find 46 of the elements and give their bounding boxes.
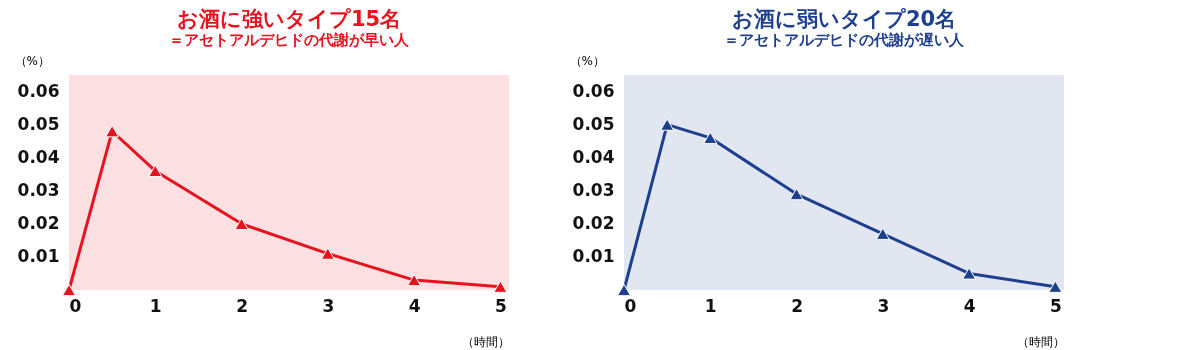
point xyxy=(703,131,718,144)
x-tick-label: 1 xyxy=(704,295,717,316)
y-tick-label: 0.02 xyxy=(17,213,60,234)
y-axis-title: （%） xyxy=(569,53,605,68)
point xyxy=(148,164,163,178)
point xyxy=(320,247,335,260)
point xyxy=(660,118,675,131)
point xyxy=(61,283,77,297)
point xyxy=(875,227,890,240)
point xyxy=(105,125,120,138)
x-tick-label: 5 xyxy=(494,295,507,316)
x-tick-label: 4 xyxy=(408,295,421,316)
chart-title: お酒に弱いタイプ20名 xyxy=(731,7,957,31)
point xyxy=(493,280,508,293)
chart-subtitle: ＝アセトアルデヒドの代謝が早い人 xyxy=(169,31,410,49)
y-tick-label: 0.04 xyxy=(17,147,60,168)
x-tick-label: 3 xyxy=(877,295,890,316)
x-tick-label: 1 xyxy=(149,295,162,316)
x-tick-label: 3 xyxy=(322,295,335,316)
y-tick-label: 0.06 xyxy=(572,81,615,102)
y-axis-title: （%） xyxy=(14,53,50,68)
y-tick-label: 0.03 xyxy=(17,180,60,201)
y-tick-label: 0.06 xyxy=(17,81,60,102)
point xyxy=(407,273,422,287)
point xyxy=(616,283,632,297)
x-tick-label: 0 xyxy=(69,295,82,316)
x-axis-title: （時間） xyxy=(461,334,510,349)
y-tick-label: 0.01 xyxy=(572,246,615,267)
y-tick-label: 0.05 xyxy=(17,114,60,135)
point xyxy=(234,217,249,230)
point xyxy=(789,187,804,201)
x-tick-label: 4 xyxy=(963,295,976,316)
y-tick-label: 0.01 xyxy=(17,246,60,267)
y-tick-label: 0.05 xyxy=(572,114,615,135)
x-tick-label: 0 xyxy=(624,295,637,316)
point xyxy=(1048,280,1063,293)
chart-title: お酒に強いタイプ15名 xyxy=(176,7,402,31)
x-tick-label: 2 xyxy=(236,295,248,316)
y-tick-label: 0.04 xyxy=(572,147,615,168)
y-tick-label: 0.03 xyxy=(572,180,615,201)
x-axis-title: （時間） xyxy=(1016,334,1065,349)
x-tick-label: 2 xyxy=(791,295,803,316)
y-tick-label: 0.02 xyxy=(572,213,615,234)
chart-subtitle: ＝アセトアルデヒドの代謝が遅い人 xyxy=(724,31,965,49)
x-tick-label: 5 xyxy=(1049,295,1062,316)
point xyxy=(962,267,977,280)
